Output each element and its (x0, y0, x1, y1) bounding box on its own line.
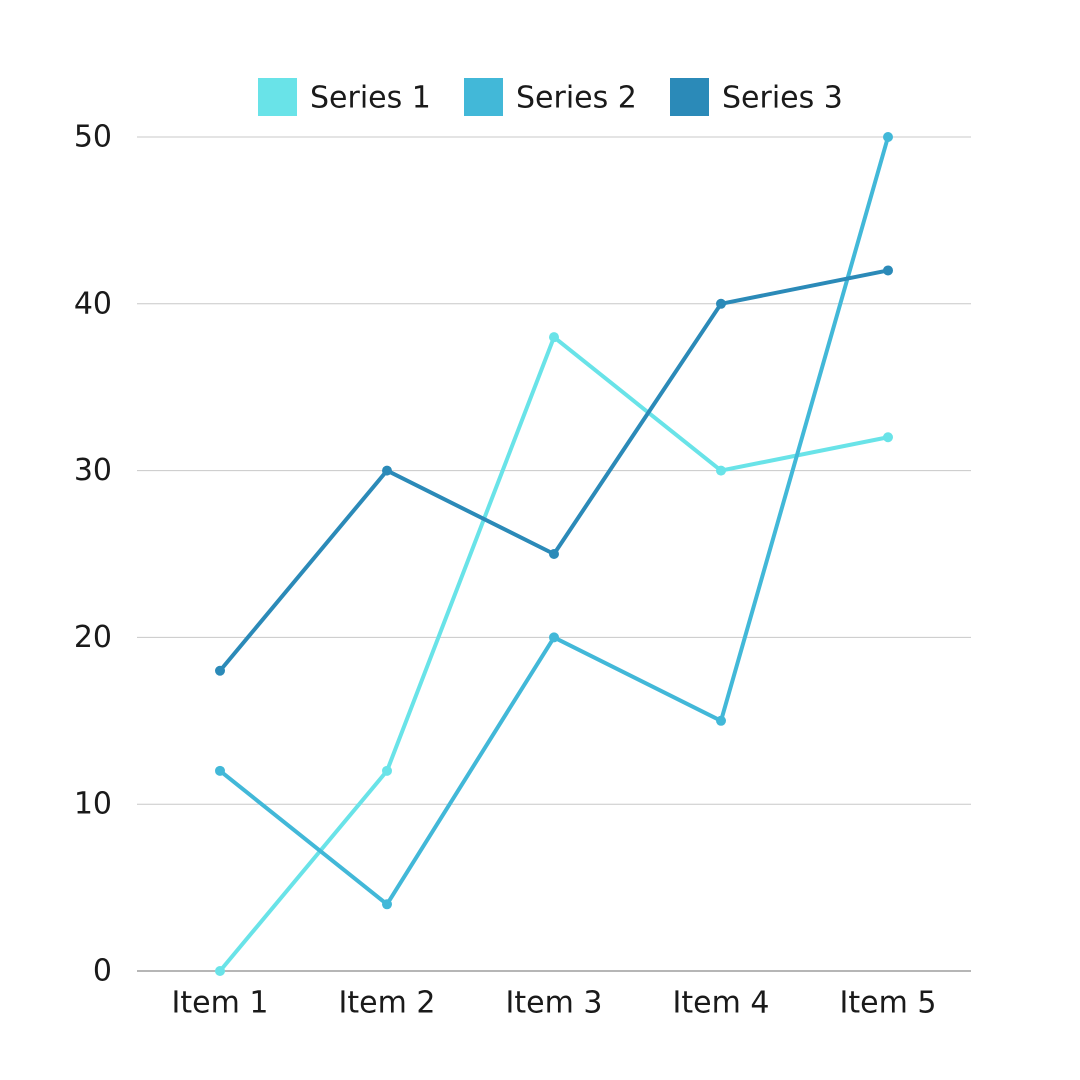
y-tick-label: 50 (74, 120, 112, 155)
data-point (716, 298, 726, 309)
legend-swatch (258, 78, 297, 116)
legend-label: Series 1 (310, 81, 431, 116)
data-point (382, 899, 392, 910)
data-point (382, 465, 392, 476)
y-tick-label: 20 (74, 620, 112, 655)
series-lines (215, 132, 893, 976)
data-point (883, 132, 893, 142)
data-point (382, 765, 392, 776)
y-tick-label: 40 (74, 286, 112, 321)
series-1 (215, 332, 893, 976)
data-point (716, 715, 726, 726)
series-3 (215, 265, 893, 676)
legend-swatch (670, 78, 709, 116)
x-axis-ticks: Item 1 Item 2 Item 3 Item 4 Item 5 (172, 986, 937, 1021)
series-2 (215, 132, 893, 910)
x-tick-label: Item 3 (506, 986, 603, 1021)
series-line (218, 335, 890, 973)
x-tick-label: Item 2 (339, 986, 436, 1021)
legend-item: Series 2 (464, 78, 637, 116)
legend-item: Series 1 (258, 78, 431, 116)
legend-swatch (464, 78, 503, 116)
data-point (716, 465, 726, 476)
data-point (215, 665, 225, 676)
x-tick-label: Item 5 (840, 986, 937, 1021)
y-tick-label: 30 (74, 453, 112, 488)
x-tick-label: Item 4 (673, 986, 770, 1021)
y-tick-label: 10 (74, 787, 112, 822)
data-point (883, 265, 893, 276)
legend-label: Series 2 (516, 81, 637, 116)
data-point (215, 966, 225, 976)
data-point (883, 432, 893, 443)
y-tick-label: 0 (93, 954, 112, 989)
series-line (218, 135, 890, 907)
legend-label: Series 3 (722, 81, 843, 116)
legend-item: Series 3 (670, 78, 843, 116)
data-point (549, 632, 559, 643)
legend: Series 1 Series 2 Series 3 (258, 78, 843, 116)
data-point (549, 549, 559, 559)
data-point (215, 765, 225, 776)
data-point (549, 332, 559, 343)
y-axis-ticks: 0 10 20 30 40 50 (74, 120, 112, 989)
x-tick-label: Item 1 (172, 986, 269, 1021)
